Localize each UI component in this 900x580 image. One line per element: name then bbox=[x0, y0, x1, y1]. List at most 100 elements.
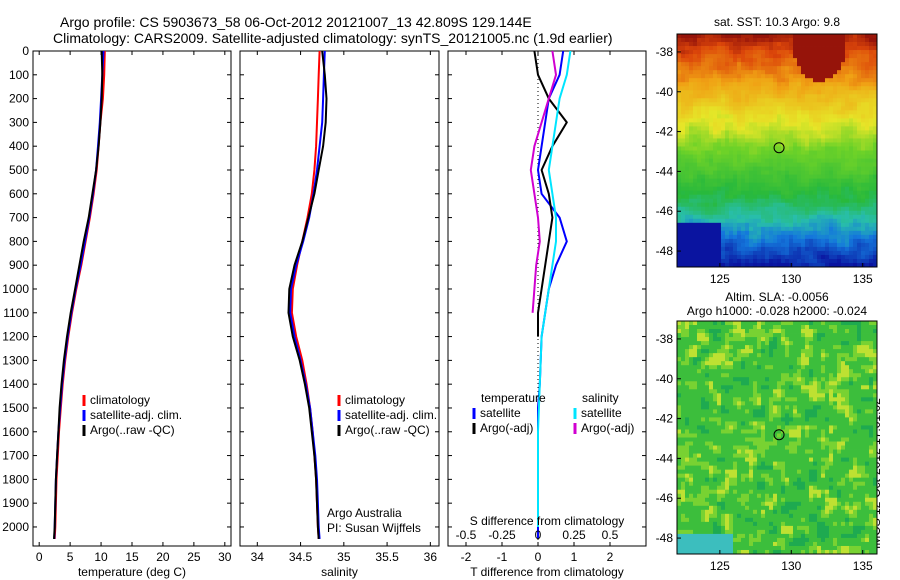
sla_map-heatmap bbox=[677, 321, 878, 555]
y-tick-label: 1400 bbox=[2, 377, 29, 391]
sst_map-panel: 125 130 135 -38 -40 -42 -44 -46 -48 sat. SST: 10.… bbox=[656, 15, 878, 286]
series-line-argo-raw-qc- bbox=[287, 50, 328, 539]
x-tick-label: 130 bbox=[781, 559, 801, 573]
legend-label: satellite-adj. clim. bbox=[345, 408, 437, 422]
series-line-argo-raw-qc- bbox=[53, 50, 104, 539]
x-tick-label: 125 bbox=[710, 559, 730, 573]
s-difference-label: S difference from climatology bbox=[470, 514, 625, 528]
y-tick-label: 400 bbox=[9, 139, 29, 153]
y-tick-label: -46 bbox=[656, 491, 674, 505]
y-tick-label: -48 bbox=[656, 244, 674, 258]
x-tick-label: 0 bbox=[535, 550, 542, 564]
x-tick-label: -1 bbox=[497, 550, 508, 564]
x-tick-label: 135 bbox=[853, 272, 873, 286]
figure-title-line2: Climatology: CARS2009. Satellite-adjuste… bbox=[53, 30, 613, 46]
y-tick-label: 1500 bbox=[2, 401, 29, 415]
salinity-axes-box bbox=[239, 50, 440, 547]
temperature-x-label: temperature (deg C) bbox=[78, 565, 186, 579]
y-tick-label: 200 bbox=[9, 92, 29, 106]
y-tick-label: 1700 bbox=[2, 449, 29, 463]
legend-label: Argo(-adj) bbox=[581, 421, 634, 435]
argo-position-marker bbox=[773, 142, 785, 154]
x-tick-label: 1 bbox=[571, 550, 578, 564]
y-tick-label: -40 bbox=[656, 372, 674, 386]
y-tick-label: 1900 bbox=[2, 496, 29, 510]
y-tick-label: 800 bbox=[9, 234, 29, 248]
salinity-x-label: salinity bbox=[321, 565, 358, 579]
y-tick-label: -42 bbox=[656, 412, 674, 426]
x-tick-label: 125 bbox=[710, 272, 730, 286]
y-tick-label: -48 bbox=[656, 531, 674, 545]
legend-label: climatology bbox=[90, 393, 150, 407]
argo-position-marker bbox=[773, 429, 785, 441]
sla-map-subtitle: Argo h1000: -0.028 h2000: -0.024 bbox=[687, 304, 867, 318]
y-tick-label: 2000 bbox=[2, 520, 29, 534]
y-tick-label: 1200 bbox=[2, 330, 29, 344]
legend-label: Argo(..raw -QC) bbox=[345, 423, 430, 437]
x-tick-label: 34.5 bbox=[289, 550, 313, 564]
legend-label: climatology bbox=[345, 393, 405, 407]
x-tick-label: 30 bbox=[218, 550, 232, 564]
legend-header-salinity: salinity bbox=[582, 391, 619, 405]
y-tick-label: 1800 bbox=[2, 472, 29, 486]
y-tick-label: 600 bbox=[9, 187, 29, 201]
x-tick-label: 135 bbox=[853, 559, 873, 573]
sst-map-title: sat. SST: 10.3 Argo: 9.8 bbox=[714, 15, 840, 29]
sla_map-frame bbox=[676, 320, 878, 555]
series-line-salinity-satellite bbox=[537, 50, 572, 527]
difference-x-label: T difference from climatology bbox=[470, 565, 624, 579]
sst_map-heatmap bbox=[677, 34, 878, 268]
y-tick-label: -46 bbox=[656, 204, 674, 218]
x-tick-label: 35.5 bbox=[375, 550, 399, 564]
s-tick-label: 0.25 bbox=[562, 528, 586, 542]
x-tick-label: 5 bbox=[67, 550, 74, 564]
y-tick-label: 1100 bbox=[3, 306, 29, 320]
sla-map-title: Altim. SLA: -0.0056 bbox=[725, 290, 829, 304]
figure-title-line1: Argo profile: CS 5903673_58 06-Oct-2012 … bbox=[60, 14, 532, 30]
sst_map-frame bbox=[676, 33, 878, 268]
legend-label: satellite-adj. clim. bbox=[90, 408, 182, 422]
x-tick-label: 10 bbox=[94, 550, 108, 564]
y-tick-label: 900 bbox=[9, 258, 29, 272]
annotation-text: Argo Australia bbox=[327, 506, 402, 520]
y-tick-label: 700 bbox=[9, 211, 29, 225]
x-tick-label: 34 bbox=[251, 550, 265, 564]
x-tick-label: 0 bbox=[36, 550, 43, 564]
y-tick-label: 1000 bbox=[2, 282, 29, 296]
x-tick-label: 130 bbox=[781, 272, 801, 286]
difference-panel: -2 -1 0 1 2T difference from climatology -0.5… bbox=[447, 50, 647, 579]
s-tick-label: -0.5 bbox=[456, 528, 477, 542]
x-tick-label: 36 bbox=[424, 550, 438, 564]
annotation-text: PI: Susan Wijffels bbox=[327, 521, 421, 535]
y-tick-label: 500 bbox=[9, 163, 29, 177]
y-tick-label: -40 bbox=[656, 85, 674, 99]
y-tick-label: -38 bbox=[656, 332, 674, 346]
y-tick-label: -38 bbox=[656, 45, 674, 59]
legend-label: Argo(-adj) bbox=[480, 421, 533, 435]
y-tick-label: 1300 bbox=[2, 353, 29, 367]
y-tick-label: 300 bbox=[9, 115, 29, 129]
y-tick-label: 1600 bbox=[2, 425, 29, 439]
legend-label: satellite bbox=[581, 406, 622, 420]
s-tick-label: -0.25 bbox=[488, 528, 516, 542]
s-tick-label: 0.5 bbox=[602, 528, 619, 542]
legend-label: Argo(..raw -QC) bbox=[90, 423, 175, 437]
y-tick-label: -44 bbox=[656, 164, 674, 178]
x-tick-label: 25 bbox=[187, 550, 201, 564]
temperature-panel: 0 100 200 300 400 500 600 700 800 900 1000 1100 1200… bbox=[2, 44, 232, 579]
temperature-axes-box bbox=[32, 50, 232, 547]
x-tick-label: 15 bbox=[125, 550, 139, 564]
legend-header-temperature: temperature bbox=[481, 391, 546, 405]
x-tick-label: 2 bbox=[607, 550, 614, 564]
salinity-panel: 34 34.5 35 35.5 36 salinity climatologysatelli… bbox=[239, 50, 440, 579]
series-line-salinity-argo-adj- bbox=[529, 50, 557, 313]
x-tick-label: 20 bbox=[156, 550, 170, 564]
y-tick-label: -44 bbox=[656, 451, 674, 465]
s-tick-label: 0 bbox=[535, 528, 542, 542]
x-tick-label: 35 bbox=[337, 550, 351, 564]
y-tick-label: -42 bbox=[656, 125, 674, 139]
sla_map-panel: 125 130 135 -38 -40 -42 -44 -46 -48 Altim. SLA: -… bbox=[656, 290, 878, 573]
legend-label: satellite bbox=[480, 406, 521, 420]
y-tick-label: 100 bbox=[9, 68, 29, 82]
